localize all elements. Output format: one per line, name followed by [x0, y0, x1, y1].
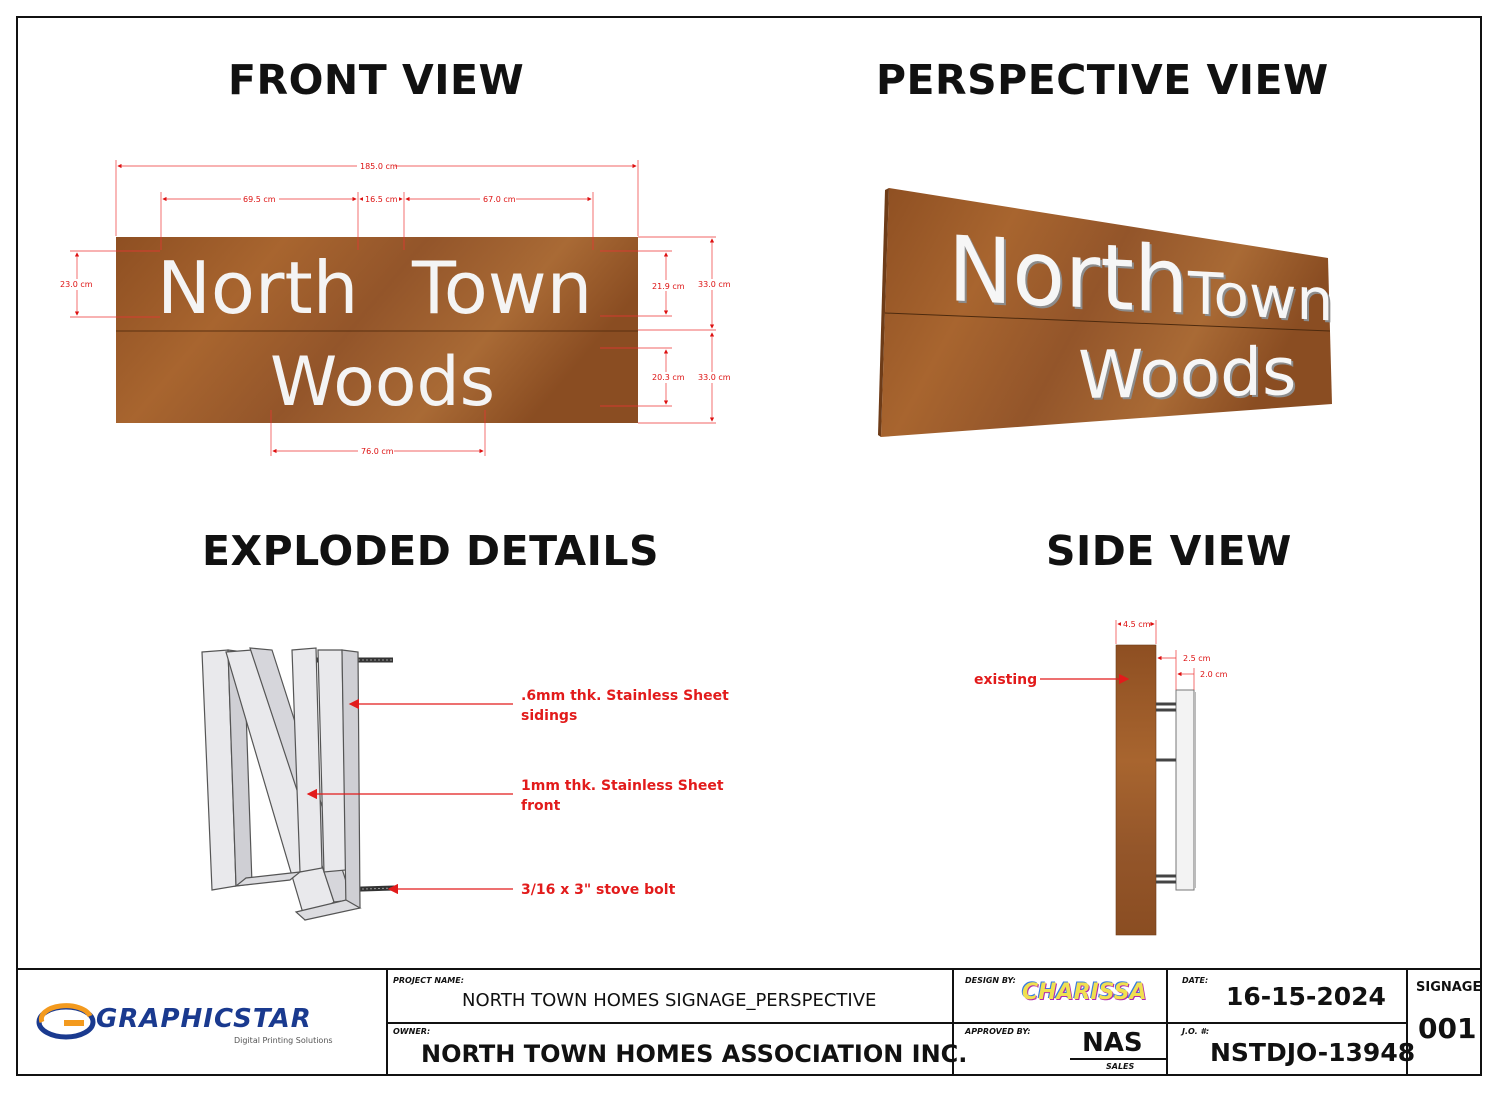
callout-sidings: .6mm thk. Stainless Sheet sidings: [521, 686, 729, 726]
title-block: GRAPHICSTAR Digital Printing Solutions P…: [16, 968, 1482, 1076]
date-label: DATE:: [1182, 976, 1209, 985]
graphicstar-g-icon: [36, 1003, 96, 1040]
side-dim-letter-depth: 2.0 cm: [1200, 670, 1228, 679]
dim-north-width: 69.5 cm: [243, 195, 276, 204]
persp-text-north-face: North: [948, 216, 1189, 334]
design-by-label: DESIGN BY:: [965, 976, 1016, 985]
persp-text-town-face: Town: [1187, 259, 1333, 335]
side-view-title: SIDE VIEW: [1046, 527, 1292, 575]
front-sign-panel: [116, 237, 638, 423]
perspective-view-title: PERSPECTIVE VIEW: [876, 56, 1329, 104]
design-approved-cell: DESIGN BY: CHARISSA APPROVED BY: NAS SAL…: [952, 970, 1166, 1074]
perspective-sign: North North Town Town Woods Woods: [878, 188, 1335, 437]
date-jo-cell: DATE: 16-15-2024 J.O. #: NSTDJO-13948: [1166, 970, 1415, 1074]
exploded-details-title: EXPLODED DETAILS: [202, 527, 659, 575]
front-text-town: Town: [411, 246, 592, 330]
callout-sidings-line2: sidings: [521, 708, 578, 724]
dim-bottom-panel-height: 33.0 cm: [698, 373, 731, 382]
jo-label: J.O. #:: [1182, 1027, 1210, 1036]
logo-tagline: Digital Printing Solutions: [234, 1036, 333, 1045]
side-view-drawing: 4.5 cm 2.5 cm 2.0 cm existing: [974, 619, 1228, 936]
callout-sidings-line1: .6mm thk. Stainless Sheet: [521, 688, 729, 704]
persp-text-woods: Woods: [1080, 335, 1298, 416]
front-view-title: FRONT VIEW: [228, 56, 525, 104]
side-dim-standoff: 2.5 cm: [1183, 654, 1211, 663]
project-name-value: NORTH TOWN HOMES SIGNAGE_PERSPECTIVE: [462, 990, 877, 1011]
front-text-woods: Woods: [270, 343, 495, 422]
signage-number-cell: SIGNAGE 001: [1406, 970, 1482, 1074]
dim-gap-width: 16.5 cm: [365, 195, 398, 204]
logo-wordmark: GRAPHICSTAR: [96, 1004, 312, 1034]
side-existing-label: existing: [974, 672, 1037, 688]
callout-bolt: 3/16 x 3" stove bolt: [521, 882, 676, 898]
approved-by-label: APPROVED BY:: [965, 1027, 1031, 1036]
dim-town-width: 67.0 cm: [483, 195, 516, 204]
project-name-label: PROJECT NAME:: [393, 976, 464, 985]
dim-top-text-height: 21.9 cm: [652, 282, 685, 291]
signage-label: SIGNAGE: [1416, 980, 1482, 995]
owner-value: NORTH TOWN HOMES ASSOCIATION INC.: [421, 1040, 968, 1068]
exploded-letter-n: [201, 647, 396, 921]
approved-by-role: SALES: [1106, 1062, 1135, 1071]
persp-text-town: Town: [1189, 261, 1335, 337]
dim-overall-width: 185.0 cm: [360, 162, 398, 171]
dim-bottom-text-height: 20.3 cm: [652, 373, 685, 382]
front-text-north: North: [157, 246, 358, 330]
dim-woods-width: 76.0 cm: [361, 447, 394, 456]
dim-top-letter-height: 23.0 cm: [60, 280, 93, 289]
callout-front-line2: front: [521, 798, 561, 814]
side-dim-panel-depth: 4.5 cm: [1123, 620, 1151, 629]
persp-text-woods-face: Woods: [1078, 333, 1296, 414]
designer-signature: CHARISSA: [1022, 980, 1147, 1005]
callout-front: 1mm thk. Stainless Sheet front: [521, 776, 724, 816]
persp-text-north: North: [950, 218, 1191, 336]
jo-value: NSTDJO-13948: [1210, 1038, 1416, 1067]
owner-label: OWNER:: [393, 1027, 431, 1036]
project-owner-cell: PROJECT NAME: NORTH TOWN HOMES SIGNAGE_P…: [386, 970, 967, 1074]
signage-number: 001: [1418, 1012, 1477, 1045]
dim-top-panel-height: 33.0 cm: [698, 280, 731, 289]
callout-front-line1: 1mm thk. Stainless Sheet: [521, 778, 724, 794]
date-value: 16-15-2024: [1226, 982, 1386, 1011]
company-logo: GRAPHICSTAR Digital Printing Solutions: [18, 970, 386, 1074]
approved-by-value: NAS: [1082, 1028, 1143, 1058]
